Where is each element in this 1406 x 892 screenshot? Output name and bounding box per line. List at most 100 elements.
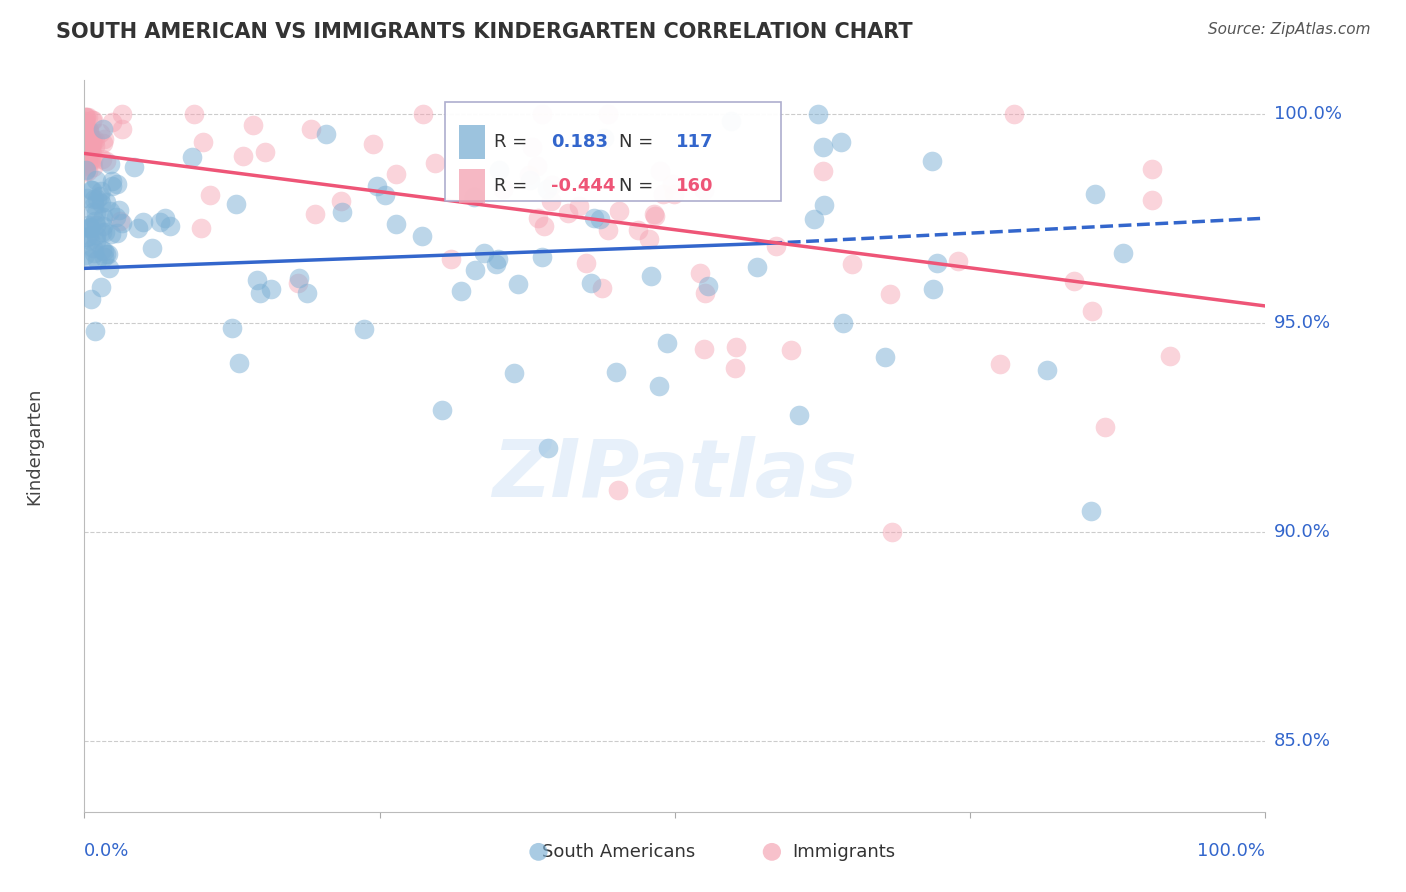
- Point: [508, 277, 530, 292]
- Point: [75, 121, 97, 136]
- Point: [655, 335, 678, 350]
- Point: [82, 133, 104, 147]
- Point: [73, 110, 96, 124]
- Point: [76, 218, 98, 232]
- Point: [488, 163, 510, 178]
- Point: [811, 140, 834, 154]
- Point: [640, 268, 662, 283]
- Point: [75, 130, 97, 145]
- Point: [472, 246, 495, 260]
- Point: [101, 174, 124, 188]
- Point: [90, 226, 112, 240]
- Point: [1084, 186, 1107, 201]
- Point: [598, 106, 620, 120]
- Point: [73, 138, 96, 153]
- Text: 90.0%: 90.0%: [1274, 523, 1330, 541]
- Point: [627, 223, 650, 237]
- Point: [607, 483, 630, 497]
- Point: [486, 252, 509, 267]
- Point: [519, 168, 541, 182]
- Point: [581, 276, 603, 290]
- Point: [73, 145, 96, 159]
- Point: [73, 159, 96, 173]
- Point: [75, 162, 97, 177]
- Point: [464, 263, 486, 277]
- Point: [159, 219, 181, 233]
- Text: South Americans: South Americans: [543, 843, 695, 861]
- Point: [80, 153, 103, 167]
- Point: [693, 183, 716, 197]
- Point: [661, 177, 683, 191]
- Point: [98, 157, 121, 171]
- Point: [73, 135, 96, 149]
- Point: [75, 150, 97, 164]
- Text: 117: 117: [676, 133, 714, 151]
- Point: [82, 160, 104, 174]
- Point: [77, 129, 100, 144]
- Point: [75, 143, 97, 157]
- Point: [73, 115, 96, 129]
- Point: [304, 207, 326, 221]
- Point: [91, 219, 114, 234]
- Point: [83, 192, 105, 206]
- Point: [80, 133, 103, 147]
- Point: [921, 154, 943, 169]
- Point: [73, 131, 96, 145]
- Point: [287, 276, 309, 290]
- Point: [520, 140, 543, 154]
- Text: -0.444: -0.444: [551, 178, 616, 195]
- Point: [200, 187, 222, 202]
- Point: [82, 112, 104, 127]
- Point: [86, 219, 108, 233]
- Point: [111, 106, 134, 120]
- Point: [86, 234, 108, 248]
- Text: SOUTH AMERICAN VS IMMIGRANTS KINDERGARTEN CORRELATION CHART: SOUTH AMERICAN VS IMMIGRANTS KINDERGARTE…: [56, 22, 912, 42]
- Point: [79, 142, 101, 156]
- Point: [1112, 246, 1135, 260]
- Point: [79, 130, 101, 145]
- Point: [82, 142, 104, 156]
- Point: [79, 139, 101, 153]
- Point: [232, 149, 254, 163]
- Point: [75, 140, 97, 154]
- Point: [689, 266, 711, 280]
- Point: [75, 123, 97, 137]
- Point: [73, 130, 96, 145]
- Text: 85.0%: 85.0%: [1274, 731, 1330, 749]
- Point: [80, 134, 103, 148]
- Point: [73, 126, 96, 140]
- Point: [75, 145, 97, 159]
- Point: [249, 285, 271, 300]
- Point: [76, 131, 98, 145]
- Point: [450, 284, 472, 298]
- Point: [73, 165, 96, 179]
- Point: [873, 350, 896, 364]
- Point: [94, 225, 117, 239]
- Point: [75, 248, 97, 262]
- Point: [131, 215, 153, 229]
- Point: [80, 183, 103, 197]
- Point: [73, 122, 96, 136]
- Point: [79, 141, 101, 155]
- Point: [76, 191, 98, 205]
- Point: [922, 282, 945, 296]
- Point: [94, 154, 117, 169]
- Point: [101, 115, 124, 129]
- Point: [75, 136, 97, 150]
- Text: 0.183: 0.183: [551, 133, 607, 151]
- Point: [73, 114, 96, 128]
- Point: [73, 152, 96, 166]
- Point: [75, 121, 97, 136]
- Point: [295, 285, 318, 300]
- Point: [254, 145, 277, 160]
- Point: [76, 136, 98, 150]
- Point: [747, 260, 769, 275]
- Point: [330, 205, 353, 219]
- Point: [315, 128, 337, 142]
- Point: [153, 211, 176, 225]
- Point: [75, 126, 97, 140]
- Point: [693, 285, 716, 300]
- Point: [110, 216, 132, 230]
- Point: [77, 123, 100, 137]
- Point: [76, 138, 98, 153]
